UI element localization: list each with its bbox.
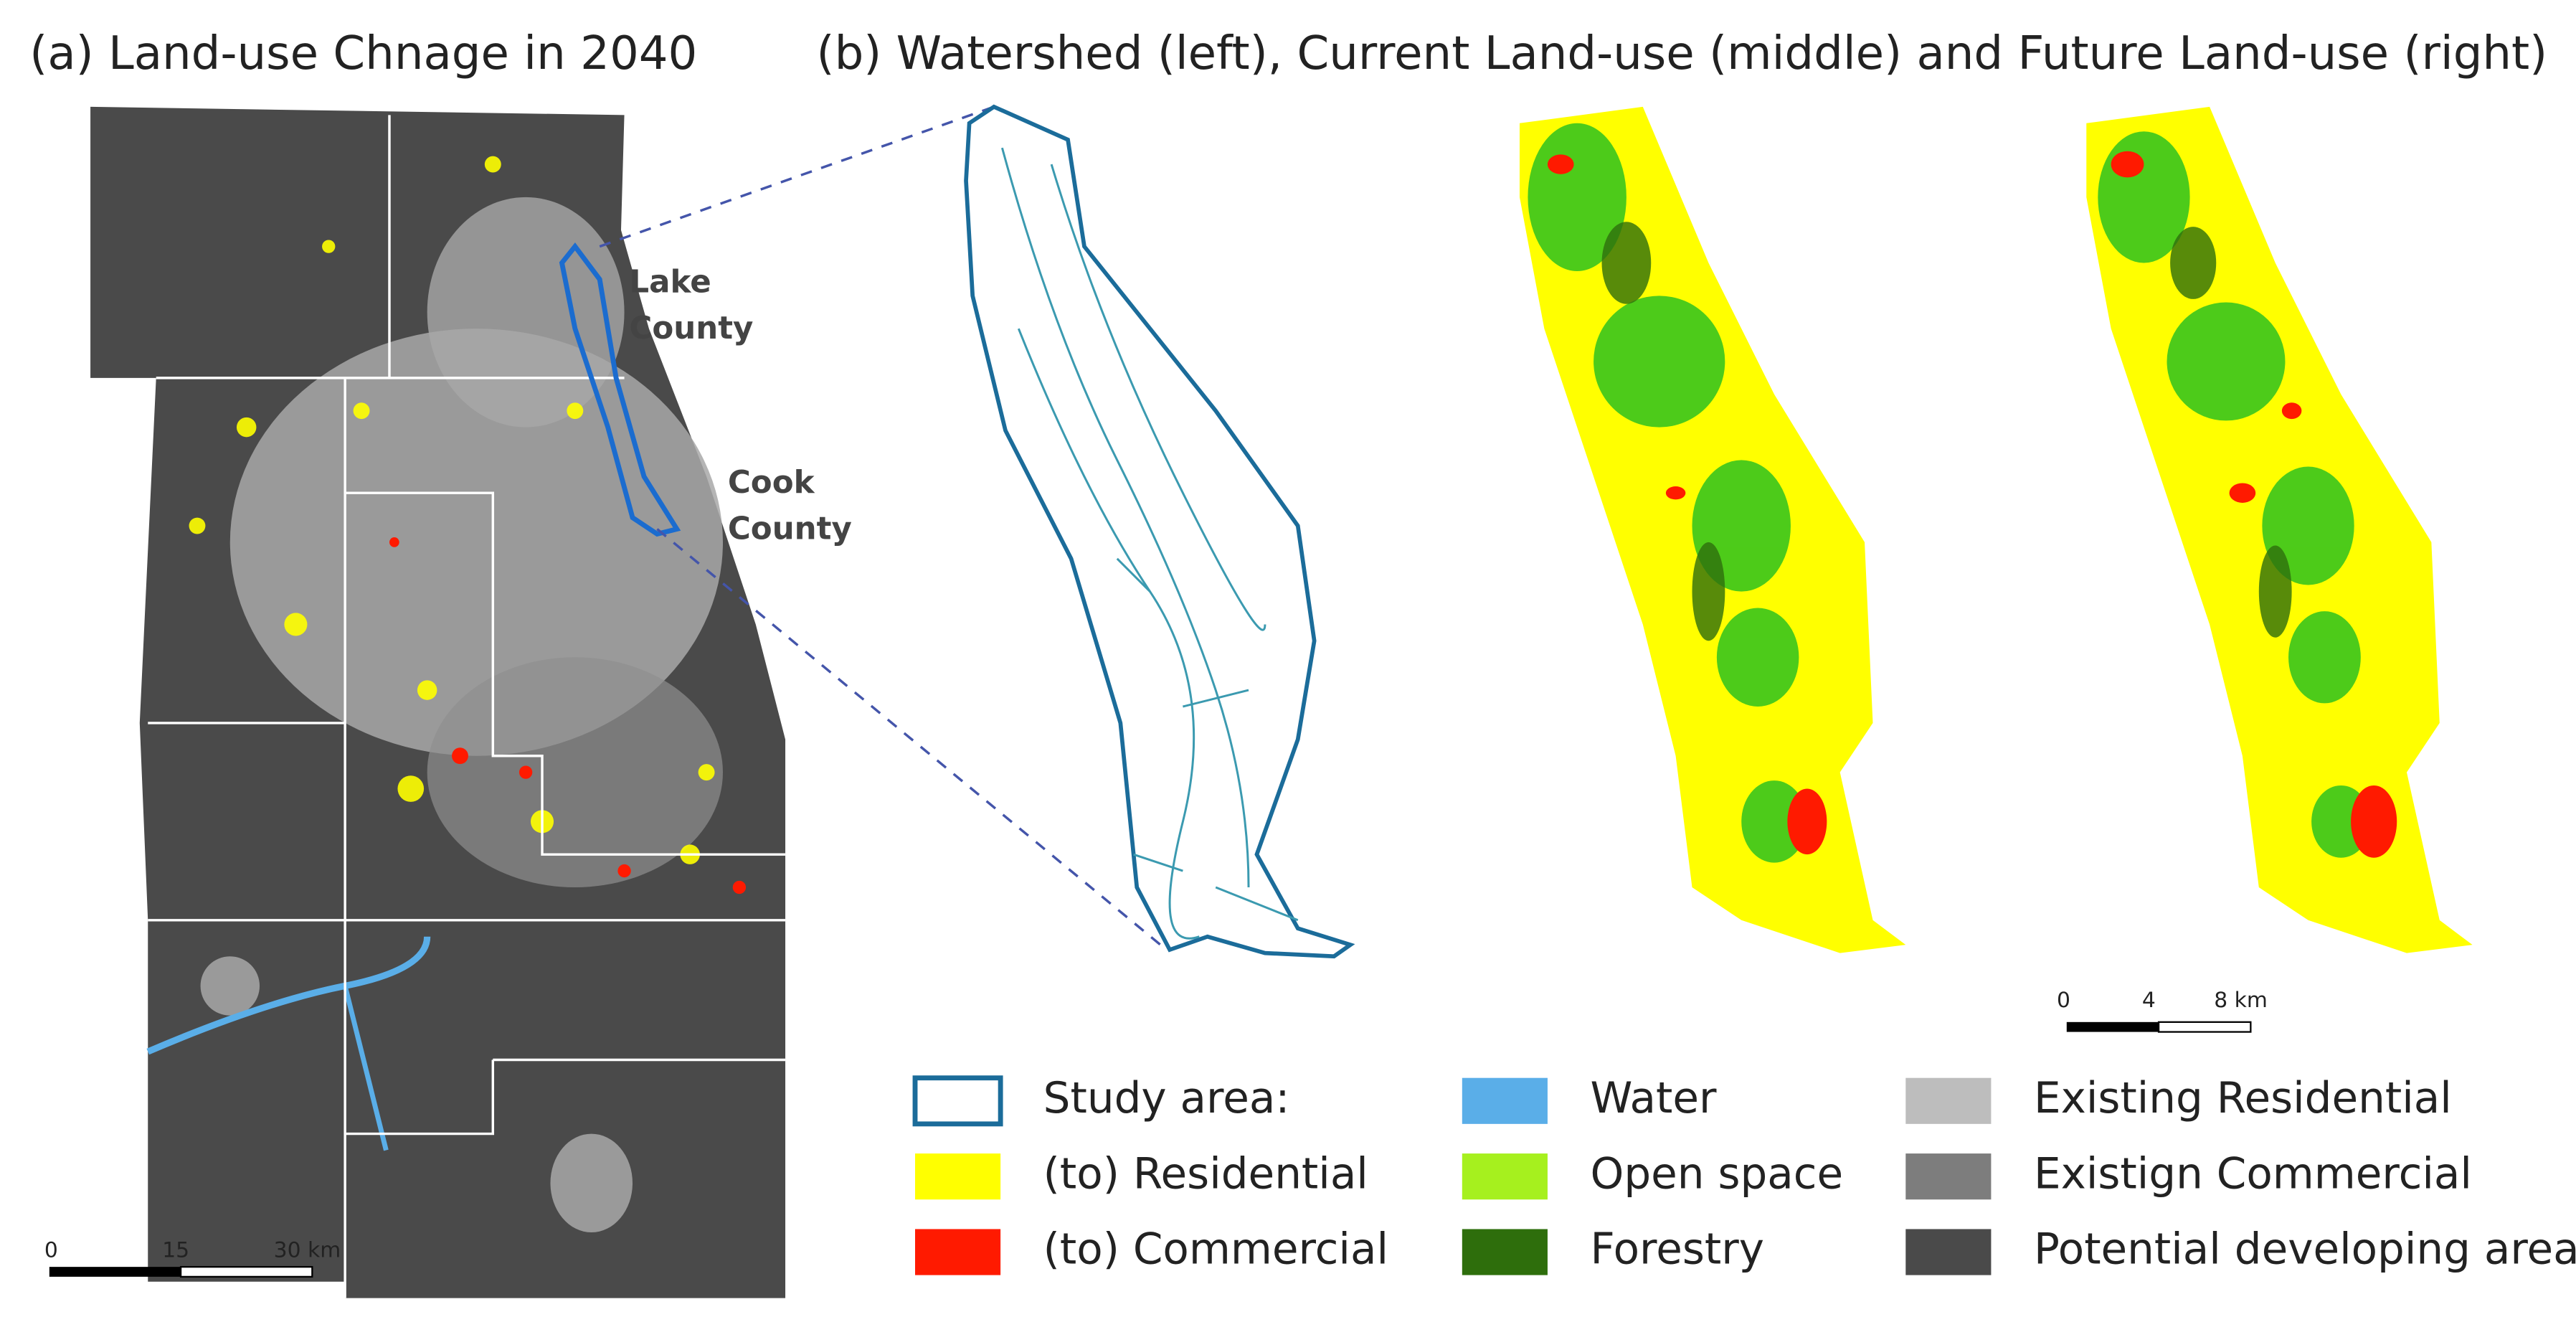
legend-label: (to) Residential xyxy=(1043,1149,1368,1199)
current-landuse-map xyxy=(1519,106,1906,953)
county-label: County xyxy=(728,511,852,547)
legend-swatch xyxy=(1905,1153,1992,1200)
legend-label: Existing Residential xyxy=(2034,1074,2452,1123)
county-label: County xyxy=(629,311,753,346)
legend-label: Existign Commercial xyxy=(2034,1149,2472,1199)
legend-swatch xyxy=(915,1153,1001,1200)
county-label: Cook xyxy=(728,465,815,501)
legend-label: Potential developing area xyxy=(2034,1225,2576,1275)
legend-swatch xyxy=(1462,1077,1548,1124)
scale-label: 4 xyxy=(2142,988,2156,1013)
legend-swatch xyxy=(1905,1229,1992,1275)
scale-label: 15 xyxy=(162,1237,189,1262)
legend-swatch xyxy=(1905,1077,1992,1124)
legend-label: (to) Commercial xyxy=(1043,1225,1388,1275)
legend-label: Water xyxy=(1590,1074,1717,1123)
panel-a-title: (a) Land-use Chnage in 2040 xyxy=(29,27,697,80)
legend-swatch xyxy=(915,1229,1001,1275)
scale-bar-a xyxy=(49,1265,313,1278)
legend-label: Forestry xyxy=(1590,1225,1763,1275)
scale-label: 0 xyxy=(2057,988,2070,1013)
scale-label: 0 xyxy=(44,1237,58,1262)
panel-b-title: (b) Watershed (left), Current Land-use (… xyxy=(817,27,2548,80)
legend-label: Study area: xyxy=(1043,1074,1290,1123)
watershed-map xyxy=(964,104,1355,959)
legend-swatch xyxy=(912,1075,1003,1127)
scale-label: 8 km xyxy=(2214,988,2268,1013)
legend-label: Open space xyxy=(1590,1149,1843,1199)
county-label: Lake xyxy=(629,265,711,301)
region-map xyxy=(90,105,1168,1298)
scale-label: 30 km xyxy=(274,1237,341,1262)
legend-swatch xyxy=(1462,1153,1548,1200)
legend-swatch xyxy=(1462,1229,1548,1275)
scale-bar-b xyxy=(2066,1021,2252,1033)
future-landuse-map xyxy=(2086,106,2473,953)
